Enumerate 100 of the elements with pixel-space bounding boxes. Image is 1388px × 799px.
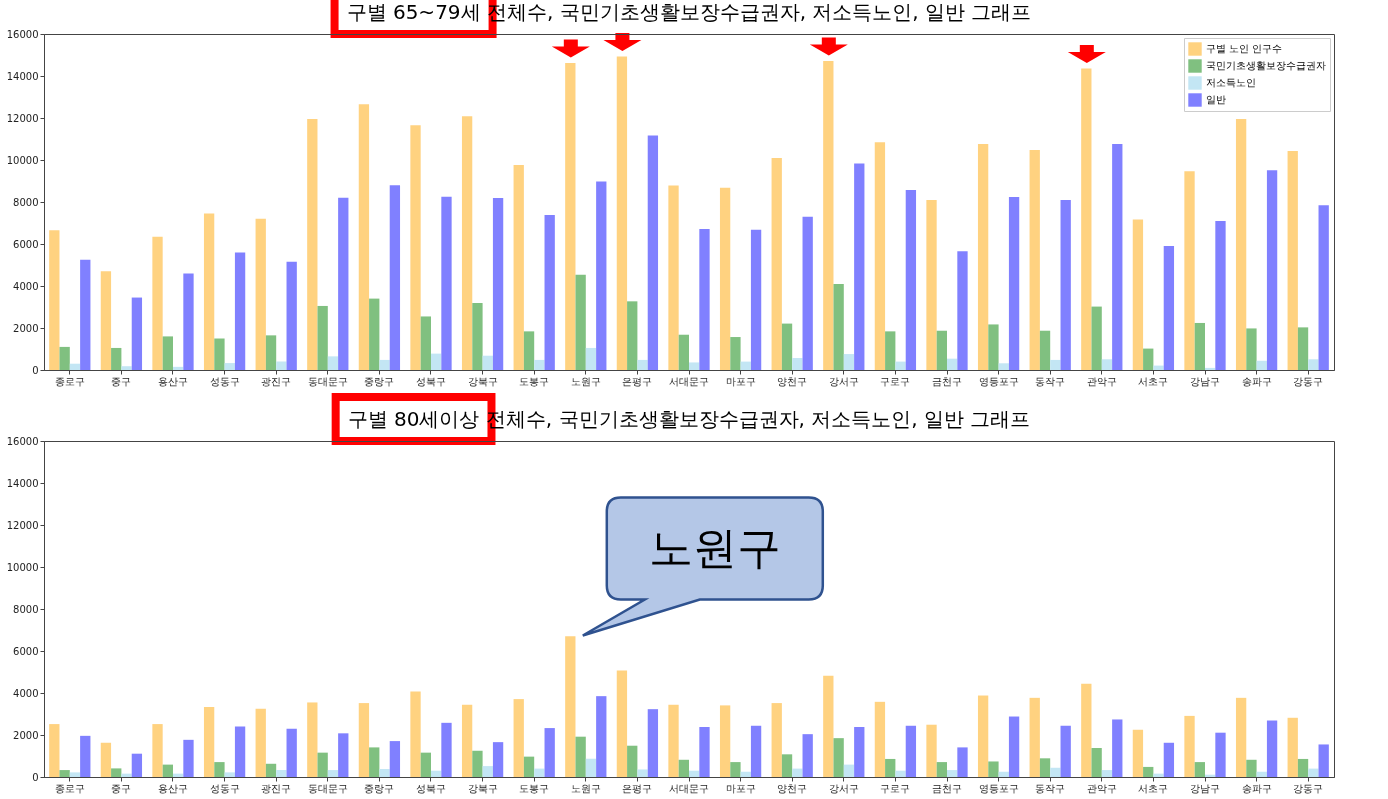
x-tick-label: 강서구 (828, 782, 859, 794)
x-tick-label: 양천구 (777, 782, 808, 794)
bar (1039, 758, 1051, 777)
bar (771, 703, 782, 777)
bar (441, 196, 452, 370)
bar (1266, 170, 1278, 370)
bar (1287, 150, 1298, 370)
x-tick-label: 노원구 (570, 375, 601, 387)
bar (513, 165, 524, 370)
bar (482, 355, 493, 370)
bar (988, 761, 999, 777)
bar (431, 353, 442, 370)
bar (905, 725, 917, 777)
bar (947, 770, 958, 777)
y-tick-label: 4000 (13, 687, 39, 699)
bar (730, 762, 741, 777)
bar (441, 722, 452, 777)
bar (596, 181, 607, 370)
bar (575, 274, 586, 370)
bar (1215, 220, 1226, 370)
bar (988, 324, 999, 370)
bar (1132, 729, 1144, 777)
bar (1256, 360, 1267, 370)
x-tick-label: 관악구 (1086, 782, 1117, 794)
x-tick-label: 금천구 (932, 782, 962, 794)
bar (616, 56, 628, 370)
x-tick-label: 강서구 (828, 375, 859, 387)
bar (1050, 767, 1061, 777)
bar (472, 303, 483, 370)
bar (740, 771, 751, 777)
bar (111, 768, 122, 777)
x-tick-label: 용산구 (158, 375, 188, 387)
x-tick-label: 서대문구 (669, 375, 709, 387)
bar (121, 366, 132, 370)
bar (523, 331, 535, 370)
bar (461, 704, 473, 777)
bar (854, 163, 865, 370)
bar (750, 229, 762, 370)
bar (255, 708, 266, 777)
bar (152, 236, 163, 370)
bar (1143, 766, 1154, 777)
bar (740, 361, 751, 370)
bar (492, 198, 504, 370)
y-tick-label: 16000 (6, 28, 39, 40)
bar (1194, 762, 1205, 777)
bar (637, 769, 648, 777)
bar (719, 187, 731, 370)
bar (885, 331, 896, 370)
bar (369, 747, 380, 777)
bar (420, 752, 431, 777)
x-tick-label: 종로구 (54, 782, 85, 794)
bar (234, 726, 246, 777)
x-tick-label: 강남구 (1190, 782, 1220, 794)
bar (49, 230, 60, 370)
bar (1060, 725, 1071, 777)
bar (80, 259, 91, 370)
bar (1256, 771, 1267, 777)
bar (957, 251, 968, 370)
bar (224, 772, 235, 777)
bar (317, 305, 328, 370)
bar (905, 190, 917, 370)
bar (1246, 759, 1257, 777)
bar (327, 770, 339, 777)
x-tick-label: 송파구 (1241, 375, 1272, 387)
bar (1246, 328, 1257, 370)
bar (255, 218, 266, 370)
bar (1153, 365, 1164, 370)
bar (699, 229, 710, 370)
bar (843, 354, 855, 370)
y-tick-label: 8000 (13, 196, 39, 208)
bar (379, 769, 390, 777)
bar (936, 762, 947, 777)
bar (1194, 322, 1205, 370)
bar (1153, 773, 1164, 777)
y-tick-label: 0 (32, 364, 39, 376)
bar (802, 734, 813, 777)
bar (895, 361, 906, 370)
bar (111, 347, 122, 370)
bar (1163, 246, 1175, 370)
x-tick-label: 강북구 (467, 375, 498, 387)
y-tick-label: 4000 (13, 280, 39, 292)
bar (1101, 359, 1113, 370)
bar (1060, 199, 1071, 370)
bar (1235, 697, 1247, 777)
x-tick-label: 성북구 (416, 375, 446, 387)
bar (131, 297, 143, 370)
legend-label: 국민기초생활보장수급권자 (1206, 60, 1326, 71)
bar (926, 724, 937, 777)
bar (183, 273, 194, 370)
bar (947, 358, 958, 370)
x-tick-label: 서대문구 (669, 782, 709, 794)
bar (1112, 144, 1123, 370)
bar (792, 358, 803, 370)
y-tick-label: 8000 (13, 603, 39, 615)
bar (379, 359, 390, 370)
x-tick-label: 금천구 (932, 375, 962, 387)
bar (214, 338, 225, 370)
bar (1308, 359, 1319, 370)
bar (410, 125, 421, 370)
x-tick-label: 관악구 (1086, 375, 1117, 387)
